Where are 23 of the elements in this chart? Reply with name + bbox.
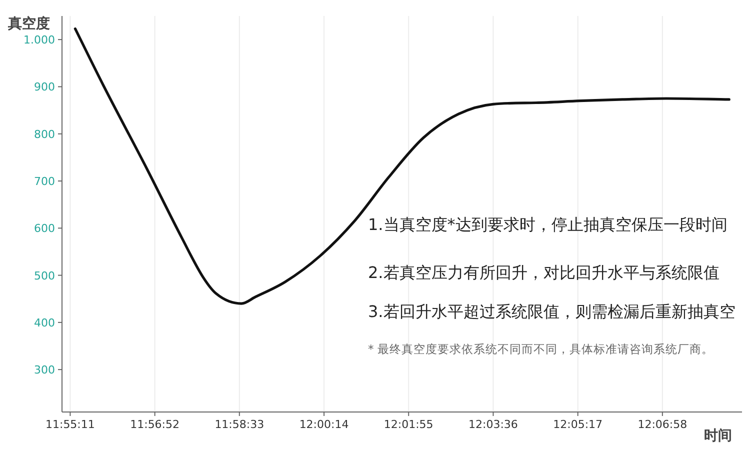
x-axis-title: 时间 [704,428,732,444]
y-tick-label: 600 [34,222,55,236]
x-tick-label: 12:05:17 [553,418,603,431]
x-tick-label: 11:56:52 [130,418,180,431]
annotation: 3.若回升水平超过系统限值，则需检漏后重新抽真空 [368,302,736,321]
x-tick-label: 12:03:36 [468,418,518,431]
line-series [74,27,730,305]
x-tick-label: 12:01:55 [384,418,434,431]
y-tick-label: 400 [34,316,55,330]
y-tick-label: 900 [34,80,55,94]
x-tick-label: 11:55:11 [46,418,95,431]
y-tick-label: 1.000 [24,34,55,47]
y-tick-label: 700 [34,175,55,188]
annotation: 2.若真空压力有所回升，对比回升水平与系统限值 [368,263,720,282]
x-tick-label: 12:00:14 [299,418,349,431]
y-axis-title: 真空度 [7,15,50,32]
y-tick-label: 300 [34,364,55,377]
annotation: * 最终真空度要求依系统不同而不同，具体标准请咨询系统厂商。 [368,342,714,356]
x-tick-label: 11:58:33 [214,418,264,431]
y-tick-label: 800 [34,128,55,141]
annotation: 1.当真空度*达到要求时，停止抽真空保压一段时间 [368,215,728,234]
y-tick-label: 500 [34,269,55,282]
x-tick-label: 12:06:58 [638,418,688,431]
